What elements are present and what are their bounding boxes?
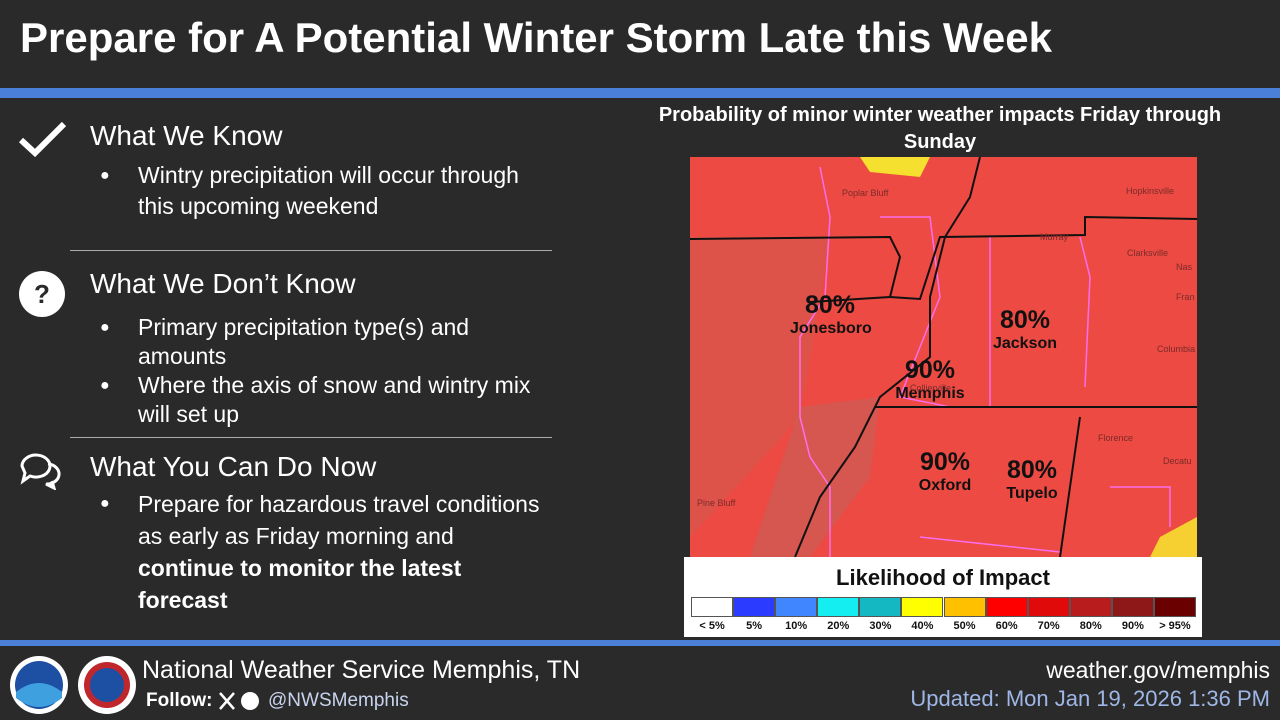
title: Prepare for A Potential Winter Storm Lat… bbox=[20, 14, 1052, 61]
bullet-emphasis: continue to monitor the latest forecast bbox=[138, 555, 462, 613]
divider bbox=[0, 88, 1280, 98]
legend-label: 10% bbox=[785, 620, 808, 632]
legend-title: Likelihood of Impact bbox=[836, 565, 1050, 590]
check-icon bbox=[18, 121, 67, 158]
legend-swatch bbox=[901, 597, 944, 617]
rule bbox=[70, 250, 552, 251]
legend-label: 70% bbox=[1037, 620, 1060, 632]
place-label: Fran bbox=[1176, 292, 1195, 302]
bullet: Prepare for hazardous travel conditions … bbox=[100, 488, 540, 616]
city-label: 80% Tupelo bbox=[992, 458, 1072, 506]
legend-swatch bbox=[1027, 597, 1070, 617]
updated: Updated: Mon Jan 19, 2026 1:36 PM bbox=[910, 686, 1270, 711]
place-label: Murray bbox=[1040, 232, 1069, 242]
logos bbox=[10, 656, 136, 714]
city-label: 90% Oxford bbox=[905, 450, 985, 498]
chat-icon bbox=[20, 453, 61, 490]
bullets: Prepare for hazardous travel conditions … bbox=[100, 488, 540, 616]
divider bbox=[0, 640, 1280, 646]
legend-label: < 5% bbox=[699, 620, 725, 632]
legend-swatch bbox=[817, 597, 860, 617]
city-label: 90% Memphis bbox=[890, 358, 970, 406]
url: weather.gov/memphis bbox=[1046, 657, 1270, 683]
heading: What You Can Do Now bbox=[90, 451, 377, 482]
place-label: Columbia bbox=[1157, 344, 1196, 354]
place-label: Decatu bbox=[1163, 456, 1192, 466]
svg-text:?: ? bbox=[34, 279, 50, 309]
city-name: Tupelo bbox=[1006, 485, 1058, 502]
rule bbox=[70, 437, 552, 438]
bullet: Primary precipitation type(s) and amount… bbox=[100, 313, 550, 371]
city-probability: 80% bbox=[1006, 456, 1058, 484]
place-label: Clarksville bbox=[1127, 248, 1169, 258]
legend-swatch bbox=[691, 597, 734, 617]
place-label: Pine Bluff bbox=[697, 498, 736, 508]
city-name: Jonesboro bbox=[790, 320, 872, 337]
legend-swatch bbox=[943, 597, 986, 617]
place-label: Collierville bbox=[910, 383, 952, 393]
legend-label: 5% bbox=[746, 620, 763, 632]
place-label: Nas bbox=[1176, 262, 1193, 272]
city-label: 80% Jonesboro bbox=[790, 291, 872, 341]
handle: @NWSMemphis bbox=[268, 690, 409, 711]
legend: Likelihood of Impact < 5% 5% 10% 20% 30% 40% 5… bbox=[684, 557, 1202, 637]
city-label: 80% Jackson bbox=[985, 308, 1065, 356]
legend-label: 90% bbox=[1121, 620, 1144, 632]
social-icons bbox=[219, 692, 259, 710]
legend-label: 80% bbox=[1079, 620, 1102, 632]
place-label: Florence bbox=[1098, 433, 1134, 443]
legend-swatch bbox=[1069, 597, 1112, 617]
legend-swatch bbox=[859, 597, 902, 617]
legend-label: 50% bbox=[953, 620, 976, 632]
question-icon: ? bbox=[19, 271, 65, 317]
city-probability: 80% bbox=[999, 306, 1051, 334]
city-probability: 90% bbox=[904, 356, 956, 384]
heading: What We Don’t Know bbox=[90, 268, 356, 299]
place-label: Poplar Bluff bbox=[842, 188, 889, 198]
legend-swatch bbox=[985, 597, 1028, 617]
bullet: Wintry precipitation will occur through … bbox=[100, 160, 550, 222]
place-label: Hopkinsville bbox=[1126, 186, 1175, 196]
city-name: Jackson bbox=[992, 335, 1058, 352]
legend-swatch bbox=[1153, 597, 1196, 617]
bullets: Wintry precipitation will occur through … bbox=[100, 160, 550, 222]
follow-label: Follow: bbox=[146, 690, 213, 711]
legend-label: 60% bbox=[995, 620, 1018, 632]
bullet-text: Prepare for hazardous travel conditions … bbox=[138, 491, 540, 549]
legend-label: 40% bbox=[911, 620, 934, 632]
legend-swatch bbox=[775, 597, 818, 617]
city-probability: 90% bbox=[919, 448, 971, 476]
map bbox=[690, 157, 1197, 557]
legend-label: 30% bbox=[869, 620, 892, 632]
legend-label: 20% bbox=[827, 620, 850, 632]
legend-label: > 95% bbox=[1159, 620, 1191, 632]
map-title: Probability of minor winter weather impa… bbox=[658, 104, 1222, 153]
office: National Weather Service Memphis, TN bbox=[142, 656, 581, 684]
bullet: Where the axis of snow and wintry mix wi… bbox=[100, 371, 550, 429]
city-name: Memphis bbox=[895, 385, 965, 402]
city-probability: 80% bbox=[804, 291, 856, 319]
heading: What We Know bbox=[90, 120, 283, 151]
legend-swatch bbox=[733, 597, 776, 617]
legend-swatch bbox=[1111, 597, 1154, 617]
bullets: Primary precipitation type(s) and amount… bbox=[100, 313, 550, 429]
city-name: Oxford bbox=[918, 477, 972, 494]
